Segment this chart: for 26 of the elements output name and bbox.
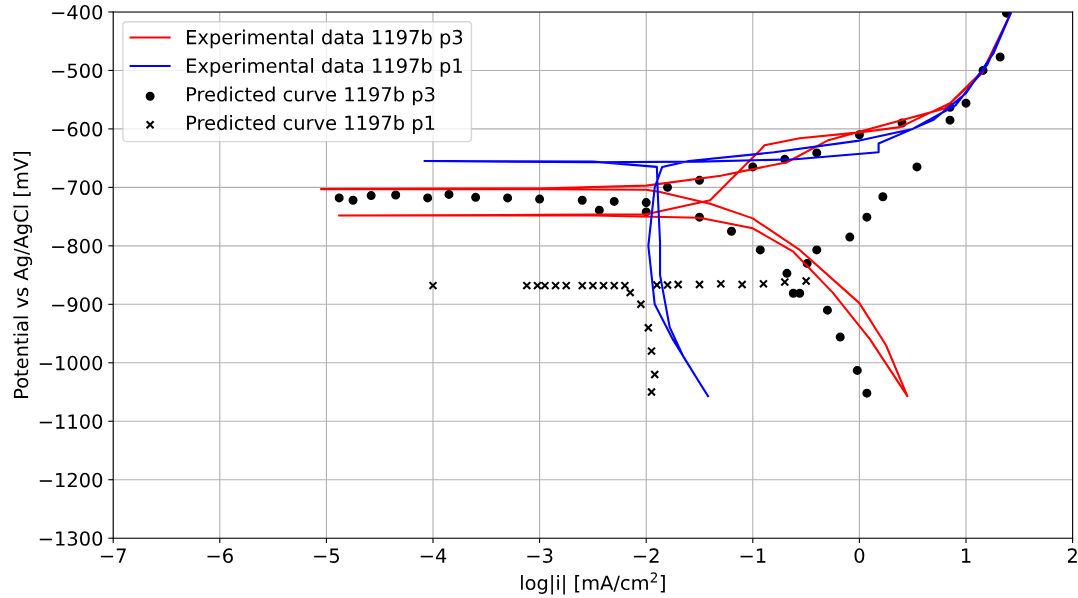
y-tick-label: −900 bbox=[52, 297, 103, 312]
y-tick-label: −1300 bbox=[39, 531, 103, 546]
y-tick-label: −700 bbox=[52, 180, 103, 196]
y-tick-label: −600 bbox=[52, 121, 103, 137]
y-tick-label: −1000 bbox=[39, 355, 103, 371]
x-tick-label: −3 bbox=[527, 548, 553, 563]
x-axis-title: log|i| [mA/cm$^{2}$] bbox=[521, 572, 665, 595]
y-axis-title: Potential vs Ag/AgCl [mV] bbox=[13, 151, 33, 398]
x-tick-label: −7 bbox=[100, 548, 126, 563]
y-tick-label: −1200 bbox=[39, 472, 103, 488]
x-tick-label: −5 bbox=[314, 548, 340, 563]
x-tick-label: −2 bbox=[633, 548, 659, 563]
x-tick-label: −4 bbox=[420, 548, 447, 563]
legend-label: Predicted curve 1197b p1 bbox=[187, 115, 435, 134]
y-tick-label: −400 bbox=[52, 4, 103, 20]
x-tick-label: 1 bbox=[961, 548, 971, 563]
legend-label: Experimental data 1197b p3 bbox=[187, 29, 463, 49]
y-tick-label: −1100 bbox=[39, 414, 103, 429]
x-tick-label: 0 bbox=[854, 548, 865, 563]
y-tick-label: −500 bbox=[52, 63, 103, 79]
legend-label: Experimental data 1197b p1 bbox=[187, 58, 462, 77]
x-tick-label: 2 bbox=[1067, 548, 1077, 563]
x-tick-label: −1 bbox=[740, 548, 766, 563]
y-tick-label: −800 bbox=[52, 238, 103, 254]
x-tick-label: −6 bbox=[207, 548, 233, 563]
legend-label: Predicted curve 1197b p3 bbox=[187, 86, 435, 106]
